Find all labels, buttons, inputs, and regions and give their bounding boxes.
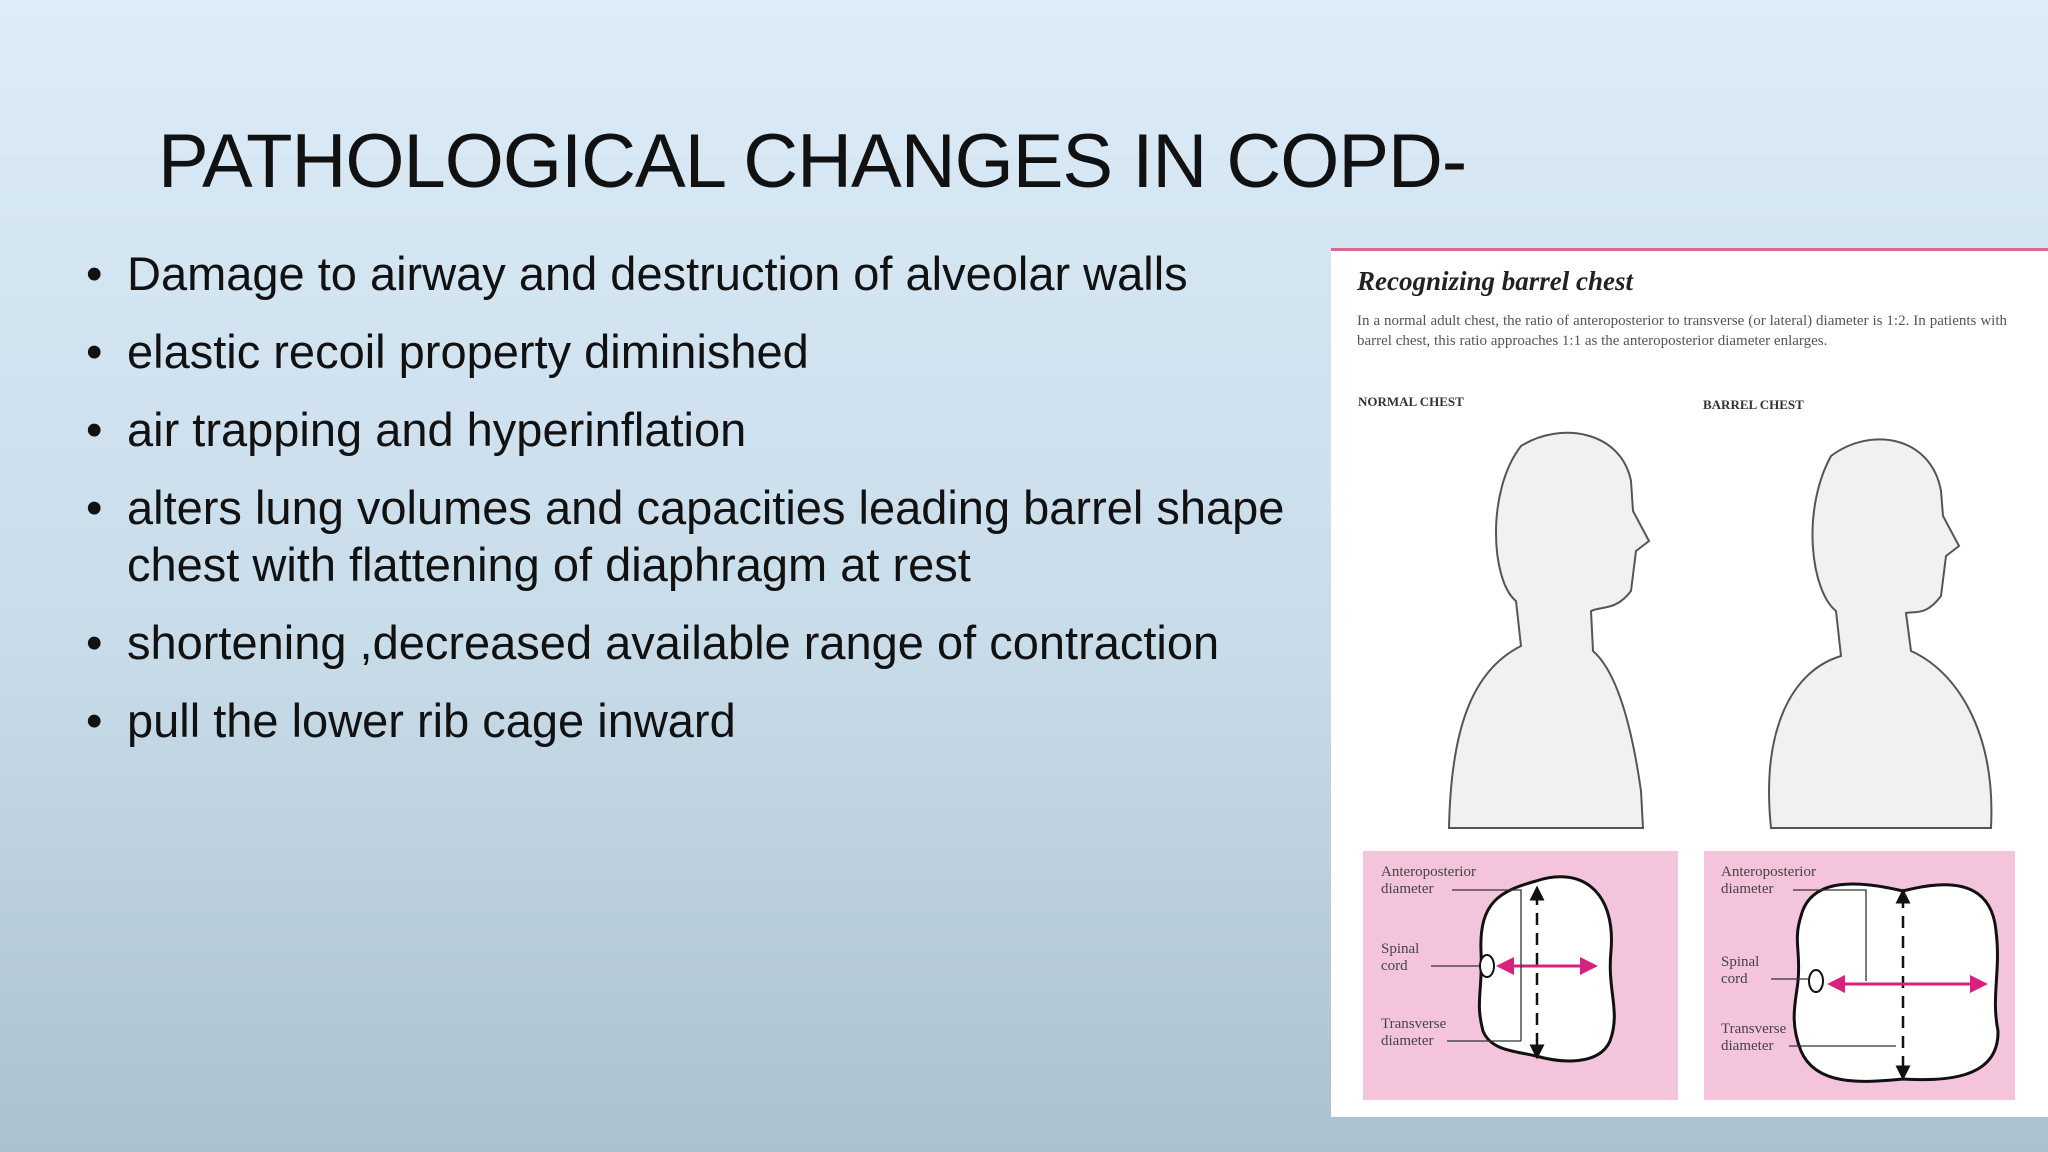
figure-caption: In a normal adult chest, the ratio of an… bbox=[1357, 313, 2007, 349]
spinal-cord bbox=[1808, 969, 1824, 993]
barrel-figure bbox=[1768, 438, 1993, 829]
slide-title: PATHOLOGICAL CHANGES IN COPD- bbox=[158, 119, 1467, 204]
figure: Recognizing barrel chest In a normal adu… bbox=[1331, 248, 2048, 1117]
diagram-label: Transverse diameter bbox=[1381, 1016, 1447, 1049]
bullet-list: Damage to airway and destruction of alve… bbox=[86, 245, 1301, 770]
bullet: shortening ,decreased available range of… bbox=[86, 614, 1301, 671]
panel-label: NORMAL CHEST bbox=[1358, 394, 1464, 409]
bullet: elastic recoil property diminished bbox=[86, 323, 1301, 380]
figure-art bbox=[1363, 431, 2015, 1100]
diagram-label: Transverse diameter bbox=[1721, 1021, 1787, 1054]
normal-figure bbox=[1447, 431, 1651, 829]
bullet: alters lung volumes and capacities leadi… bbox=[86, 479, 1301, 593]
diagram-label: Anteroposterior diameter bbox=[1381, 864, 1476, 897]
bullet: Damage to airway and destruction of alve… bbox=[86, 245, 1301, 302]
spinal-cord bbox=[1479, 954, 1495, 978]
normal-section bbox=[1477, 875, 1616, 1063]
bullet: air trapping and hyperinflation bbox=[86, 401, 1301, 458]
diagram-label: Spinal cord bbox=[1381, 941, 1420, 974]
leader bbox=[1452, 889, 1522, 1041]
diagram-label: Spinal cord bbox=[1721, 954, 1760, 987]
diagram-label: Anteroposterior diameter bbox=[1721, 864, 1816, 897]
figure-title: Recognizing barrel chest bbox=[1357, 266, 1634, 296]
bullet: pull the lower rib cage inward bbox=[86, 692, 1301, 749]
leader bbox=[1793, 889, 1867, 981]
panel-label: BARREL CHEST bbox=[1703, 397, 1804, 412]
